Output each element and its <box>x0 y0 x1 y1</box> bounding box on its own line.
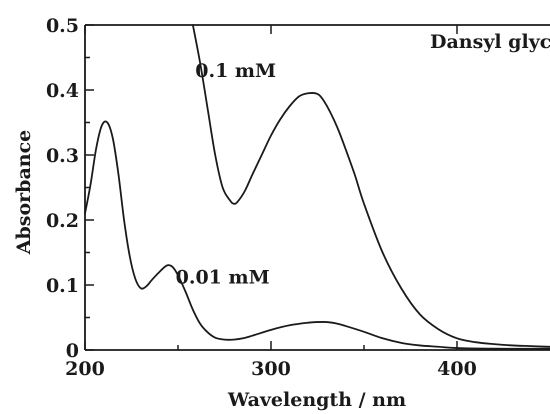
series-0-1-mM-line <box>191 24 550 348</box>
y-tick-label: 0.2 <box>46 210 79 232</box>
label-0-01-mM: 0.01 mM <box>176 267 270 289</box>
y-axis-title: Absorbance <box>13 130 35 255</box>
x-axis-ticks: 200 300 400 <box>65 25 477 380</box>
y-tick-label: 0 <box>66 340 79 362</box>
annotation-group: Dansyl glycine 0.1 mM 0.01 mM <box>176 31 550 289</box>
y-tick-label: 0.5 <box>46 15 79 37</box>
y-tick-label: 0.1 <box>46 275 79 297</box>
x-tick-label: 400 <box>437 358 477 380</box>
y-tick-label: 0.3 <box>46 145 79 167</box>
x-tick-label: 200 <box>65 358 105 380</box>
title-annotation: Dansyl glycine <box>430 31 550 53</box>
x-axis-title: Wavelength / nm <box>227 389 406 411</box>
plot-frame <box>84 24 550 351</box>
y-axis-ticks: 0 0.1 0.2 0.3 0.4 0.5 <box>46 15 94 362</box>
y-tick-label: 0.4 <box>46 80 79 102</box>
series-0-01-mM-line <box>84 120 550 350</box>
label-0-1-mM: 0.1 mM <box>195 60 276 82</box>
series-group <box>84 24 550 350</box>
x-tick-label: 300 <box>251 358 291 380</box>
